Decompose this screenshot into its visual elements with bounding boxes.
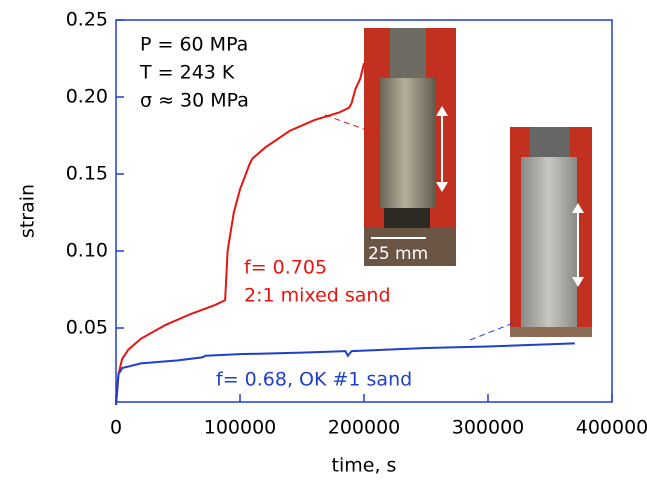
annotation: P = 60 MPa [140,34,248,56]
x-tick-label: 400000 [576,417,647,439]
annotation: σ ≈ 30 MPa [140,90,249,112]
legend-label: f= 0.68, OK #1 sand [216,369,412,391]
x-tick-label: 0 [110,417,122,439]
y-tick-label: 0.10 [66,240,108,262]
x-axis-label: time, s [332,455,397,477]
sample-photo [510,127,592,337]
chart: P = 60 MPa T = 243 K σ ≈ 30 MPa 25 mm f=… [0,0,647,480]
sample-photo [364,28,456,266]
y-tick-label: 0.15 [66,163,108,185]
y-tick-label: 0.05 [66,317,108,339]
x-tick-label: 300000 [452,417,525,439]
leader-line [470,322,516,340]
x-tick-label: 100000 [204,417,277,439]
x-tick-label: 200000 [328,417,401,439]
annotation: 25 mm [368,244,428,264]
y-tick-label: 0.25 [66,9,108,31]
legend-label: 2:1 mixed sand [244,285,391,307]
legend-label: f= 0.705 [244,257,327,279]
annotation: T = 243 K [139,62,235,84]
y-axis-label: strain [17,184,39,238]
y-tick-label: 0.20 [66,86,108,108]
